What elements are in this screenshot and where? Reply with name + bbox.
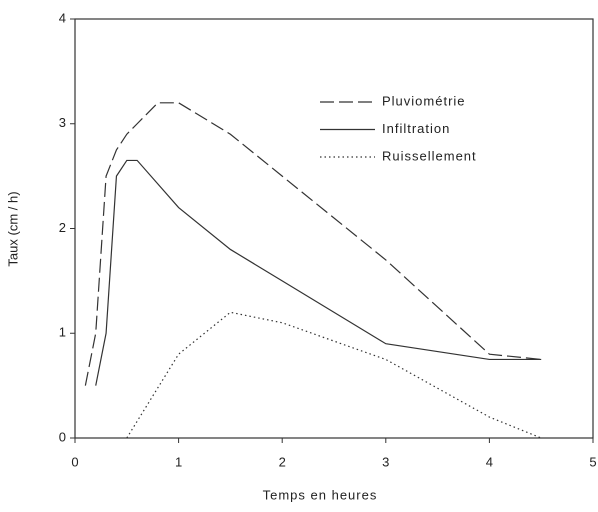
y-tick-label: 1 [59, 325, 66, 340]
series-line [126, 311, 542, 439]
plot-frame [74, 18, 594, 439]
x-tick-label: 0 [71, 454, 78, 469]
y-axis-label: Taux (cm / h) [5, 191, 20, 266]
x-axis-label: Temps en heures [263, 487, 378, 502]
x-tick-label: 2 [279, 454, 286, 469]
y-tick-label: 2 [59, 220, 66, 235]
x-tick-label: 4 [486, 454, 493, 469]
series-line [95, 159, 542, 386]
x-tick-label: 5 [589, 454, 596, 469]
legend-label: Ruissellement [382, 148, 477, 163]
x-tick-label: 3 [382, 454, 389, 469]
x-tick-label: 1 [175, 454, 182, 469]
series-line [84, 102, 542, 386]
y-tick-label: 0 [59, 429, 66, 444]
legend-label: Pluviométrie [382, 93, 466, 108]
y-tick-label: 4 [59, 10, 66, 25]
y-tick-label: 3 [59, 115, 66, 130]
legend-label: Infiltration [382, 121, 450, 136]
